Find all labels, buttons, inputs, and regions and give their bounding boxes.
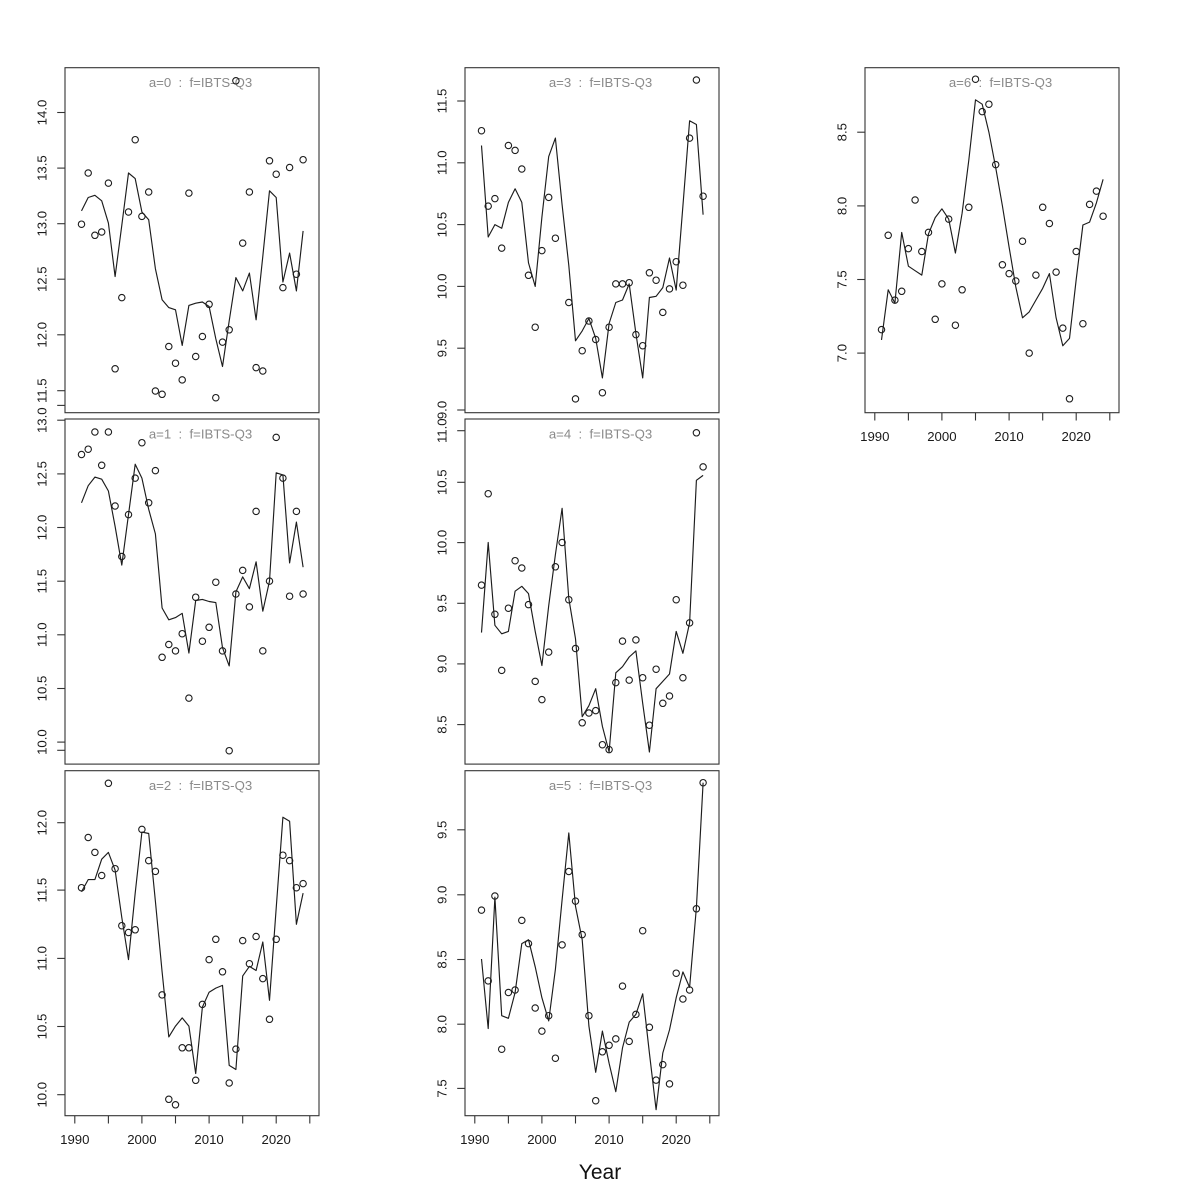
svg-text:12.5: 12.5	[35, 266, 50, 292]
svg-text:8.5: 8.5	[435, 950, 450, 968]
svg-text:1990: 1990	[460, 1132, 489, 1147]
svg-text:9.0: 9.0	[435, 886, 450, 904]
svg-text:7.0: 7.0	[835, 344, 850, 362]
svg-text:2000: 2000	[127, 1132, 156, 1147]
svg-text:14.0: 14.0	[35, 100, 50, 126]
svg-text:10.0: 10.0	[35, 1082, 50, 1108]
svg-text:2020: 2020	[262, 1132, 291, 1147]
svg-text:10.0: 10.0	[35, 729, 50, 755]
svg-text:a=2 : f=IBTS-Q3: a=2 : f=IBTS-Q3	[149, 778, 252, 793]
svg-text:11.5: 11.5	[35, 878, 50, 903]
svg-text:2000: 2000	[527, 1132, 556, 1147]
svg-text:13.0: 13.0	[35, 407, 50, 433]
svg-text:11.0: 11.0	[435, 150, 450, 175]
svg-text:7.5: 7.5	[835, 270, 850, 288]
svg-text:7.5: 7.5	[435, 1079, 450, 1097]
svg-text:8.5: 8.5	[435, 715, 450, 733]
svg-text:2020: 2020	[1062, 429, 1091, 444]
svg-text:10.5: 10.5	[35, 676, 50, 702]
svg-text:2000: 2000	[927, 429, 956, 444]
svg-text:10.5: 10.5	[435, 469, 450, 495]
svg-text:11.5: 11.5	[435, 89, 450, 114]
svg-text:a=0 : f=IBTS-Q3: a=0 : f=IBTS-Q3	[149, 75, 252, 90]
svg-text:11.0: 11.0	[35, 622, 50, 647]
svg-text:11.0: 11.0	[35, 946, 50, 971]
svg-text:12.0: 12.0	[35, 322, 50, 348]
svg-text:1990: 1990	[860, 429, 889, 444]
svg-text:9.0: 9.0	[435, 401, 450, 419]
svg-text:Year: Year	[579, 1161, 621, 1184]
svg-text:a=6 : f=IBTS-Q3: a=6 : f=IBTS-Q3	[949, 75, 1052, 90]
svg-text:12.0: 12.0	[35, 810, 50, 836]
svg-text:9.5: 9.5	[435, 821, 450, 839]
svg-text:9.5: 9.5	[435, 339, 450, 357]
svg-text:10.5: 10.5	[435, 212, 450, 238]
svg-text:10.0: 10.0	[435, 274, 450, 300]
svg-text:11.5: 11.5	[35, 569, 50, 594]
svg-text:10.5: 10.5	[35, 1014, 50, 1040]
svg-text:12.5: 12.5	[35, 461, 50, 487]
svg-text:13.5: 13.5	[35, 155, 50, 181]
svg-text:11.0: 11.0	[435, 418, 450, 443]
svg-text:a=5 : f=IBTS-Q3: a=5 : f=IBTS-Q3	[549, 778, 652, 793]
svg-text:8.0: 8.0	[835, 197, 850, 215]
svg-text:a=1 : f=IBTS-Q3: a=1 : f=IBTS-Q3	[149, 426, 252, 441]
svg-text:8.5: 8.5	[835, 123, 850, 141]
svg-text:2010: 2010	[594, 1132, 623, 1147]
svg-text:2010: 2010	[194, 1132, 223, 1147]
svg-text:13.0: 13.0	[35, 211, 50, 237]
svg-text:a=3 : f=IBTS-Q3: a=3 : f=IBTS-Q3	[549, 75, 652, 90]
svg-text:1990: 1990	[60, 1132, 89, 1147]
svg-text:12.0: 12.0	[35, 515, 50, 541]
svg-text:9.0: 9.0	[435, 655, 450, 673]
svg-text:a=4 : f=IBTS-Q3: a=4 : f=IBTS-Q3	[549, 426, 652, 441]
svg-text:11.5: 11.5	[35, 378, 50, 403]
svg-text:9.5: 9.5	[435, 594, 450, 612]
svg-text:10.0: 10.0	[435, 530, 450, 556]
svg-text:8.0: 8.0	[435, 1015, 450, 1033]
svg-text:2010: 2010	[994, 429, 1023, 444]
svg-text:2020: 2020	[662, 1132, 691, 1147]
